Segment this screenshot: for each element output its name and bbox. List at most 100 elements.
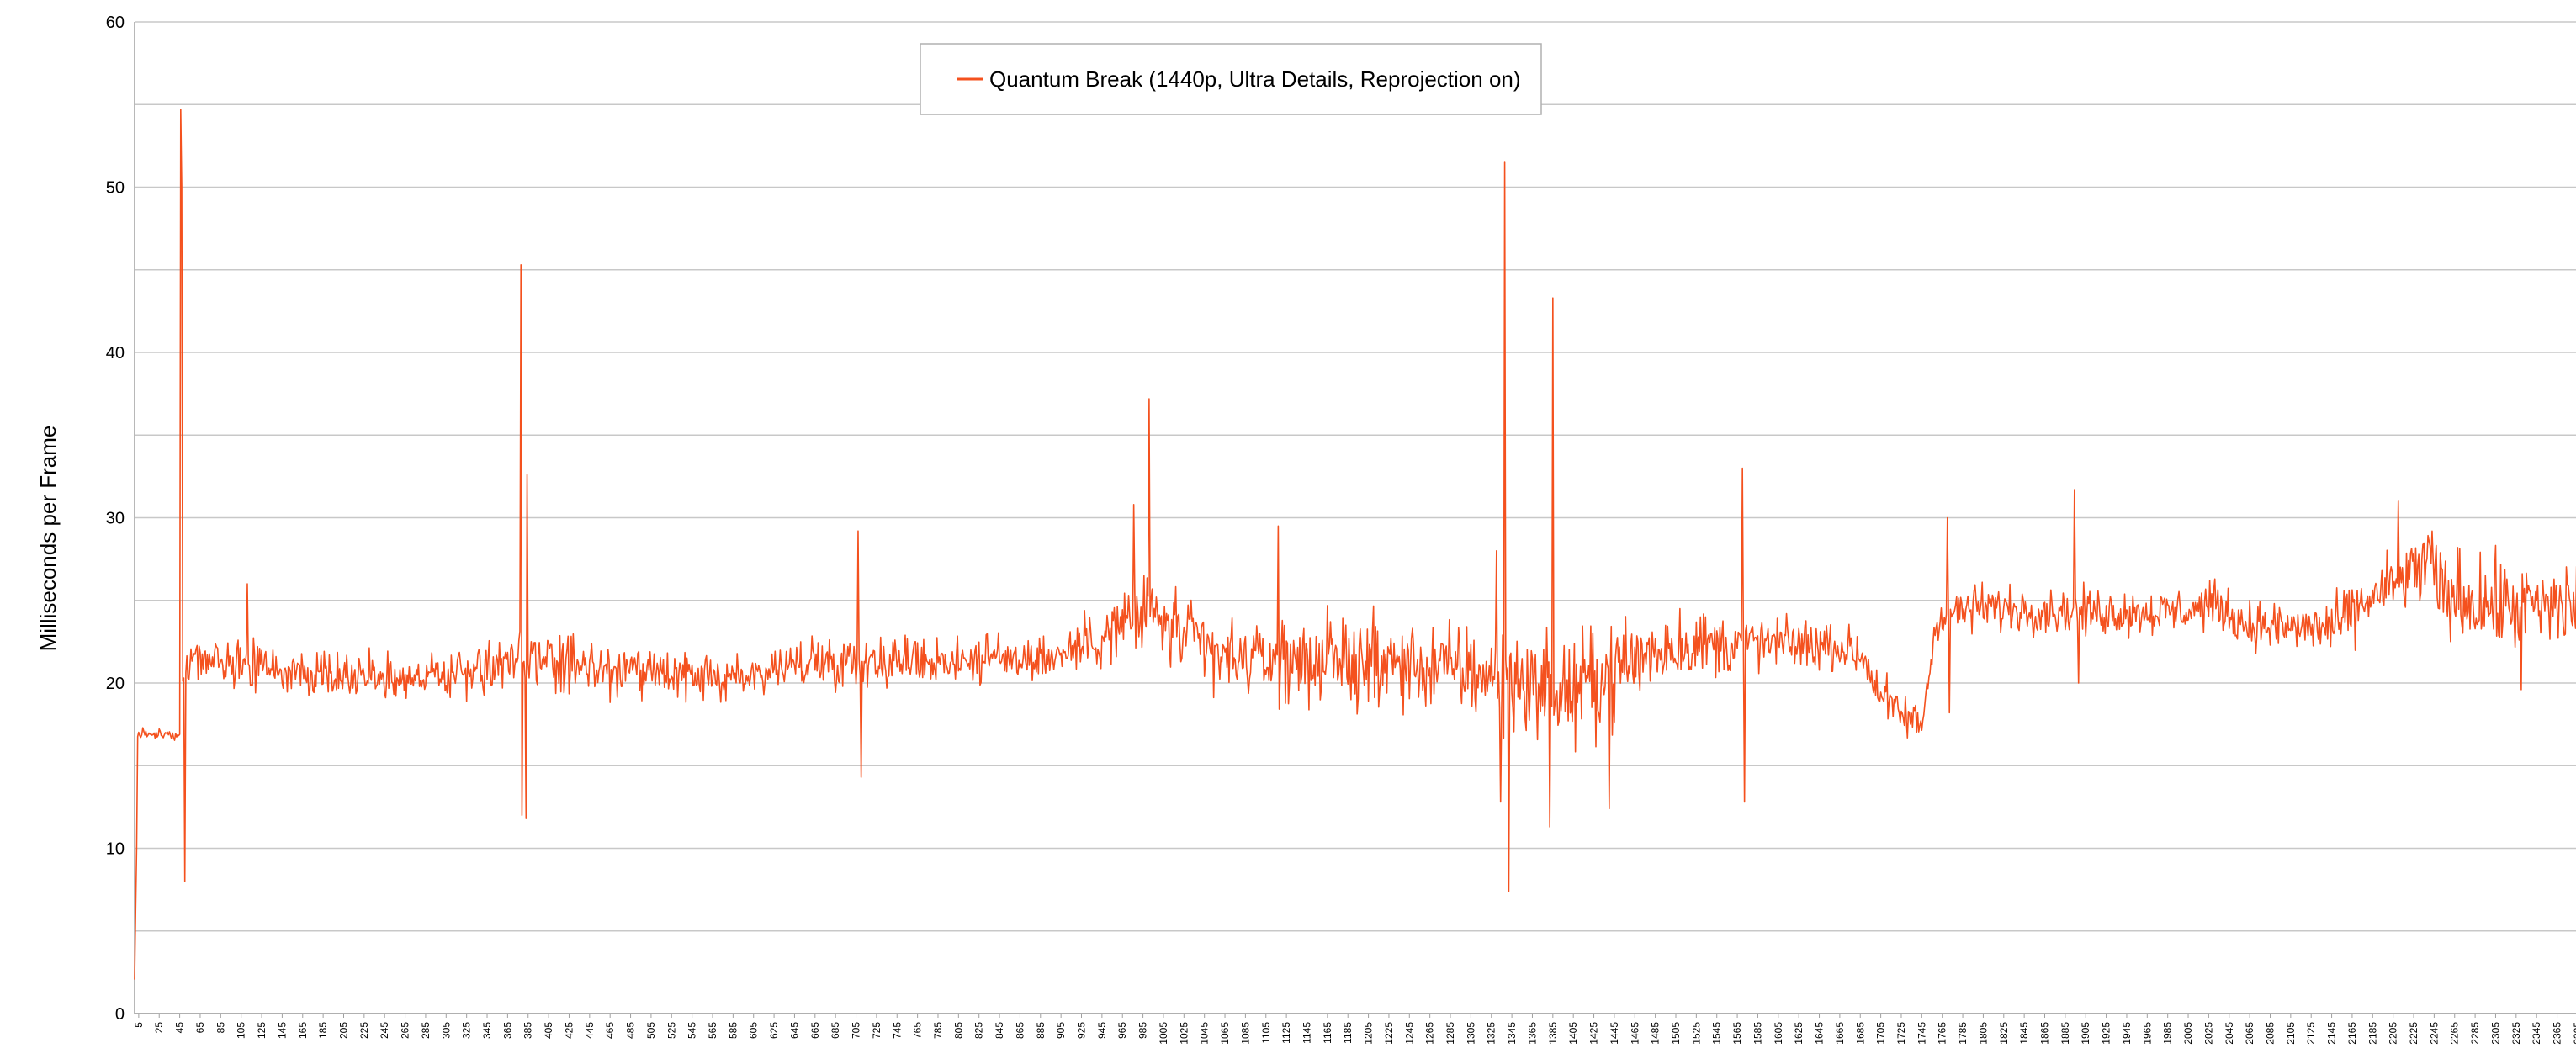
x-tick-label: 2305 — [2489, 1022, 2501, 1045]
x-tick-label: 1745 — [1916, 1022, 1927, 1045]
x-tick-label: 1905 — [2080, 1022, 2091, 1045]
x-tick-label: 285 — [420, 1022, 432, 1039]
x-tick-label: 1085 — [1239, 1022, 1251, 1045]
x-tick-label: 1325 — [1486, 1022, 1497, 1045]
y-tick-label: 10 — [106, 840, 125, 859]
x-tick-label: 605 — [748, 1022, 760, 1039]
gridlines — [135, 21, 2576, 1014]
x-tick-label: 1885 — [2059, 1022, 2071, 1045]
x-tick-label: 1165 — [1322, 1022, 1333, 1044]
x-tick-label: 825 — [973, 1022, 985, 1039]
x-tick-label: 1105 — [1260, 1022, 1272, 1044]
x-tick-label: 2345 — [2531, 1022, 2542, 1045]
x-tick-label: 2185 — [2367, 1022, 2378, 1045]
x-tick-label: 385 — [522, 1022, 534, 1039]
x-tick-label: 785 — [932, 1022, 944, 1039]
x-tick-label: 2165 — [2346, 1022, 2358, 1045]
x-tick-label: 1565 — [1731, 1022, 1743, 1045]
x-tick-label: 1645 — [1814, 1022, 1826, 1045]
legend: Quantum Break (1440p, Ultra Details, Rep… — [920, 43, 1542, 115]
x-tick-label: 2065 — [2244, 1022, 2255, 1045]
x-tick-label: 745 — [891, 1022, 903, 1039]
x-tick-label: 1285 — [1444, 1022, 1456, 1045]
x-tick-label: 1985 — [2162, 1022, 2174, 1045]
x-tick-label: 2245 — [2428, 1022, 2440, 1045]
x-tick-label: 145 — [276, 1022, 288, 1039]
x-tick-label: 865 — [1014, 1022, 1026, 1039]
x-tick-label: 205 — [337, 1022, 349, 1039]
x-tick-label: 1185 — [1342, 1022, 1354, 1044]
x-tick-label: 265 — [400, 1022, 411, 1039]
y-tick-label: 60 — [106, 13, 125, 32]
x-tick-label: 85 — [215, 1022, 226, 1034]
x-tick-label: 2325 — [2510, 1022, 2522, 1045]
x-tick-label: 1245 — [1403, 1022, 1415, 1045]
x-tick-label: 1685 — [1854, 1022, 1866, 1045]
x-tick-label: 2125 — [2305, 1022, 2317, 1045]
x-tick-label: 625 — [768, 1022, 780, 1039]
x-tick-label: 1385 — [1547, 1022, 1559, 1045]
x-tick-label: 65 — [194, 1022, 206, 1034]
x-tick-label: 2105 — [2285, 1022, 2297, 1045]
x-tick-label: 565 — [707, 1022, 718, 1039]
x-tick-label: 1125 — [1280, 1022, 1292, 1044]
x-tick-labels: 5 25 45 65 85 105 125 145 165 185 205 225 245 265 285 3… — [133, 1014, 2576, 1045]
x-tick-label: 1045 — [1199, 1022, 1211, 1045]
y-tick-label: 0 — [115, 1005, 125, 1024]
x-tick-label: 805 — [952, 1022, 964, 1039]
series-line — [134, 109, 2576, 980]
x-tick-label: 1505 — [1670, 1022, 1682, 1045]
x-tick-label: 685 — [830, 1022, 841, 1039]
x-tick-label: 1585 — [1752, 1022, 1763, 1045]
x-tick-label: 1205 — [1363, 1022, 1375, 1045]
x-tick-label: 2285 — [2469, 1022, 2481, 1045]
x-tick-label: 1345 — [1506, 1022, 1518, 1045]
x-tick-label: 545 — [686, 1022, 698, 1039]
y-tick-label: 20 — [106, 675, 125, 693]
x-tick-label: 665 — [809, 1022, 821, 1039]
x-tick-label: 45 — [174, 1022, 186, 1034]
axes — [134, 22, 2576, 1014]
x-tick-label: 445 — [584, 1022, 596, 1039]
legend-label: Quantum Break (1440p, Ultra Details, Rep… — [989, 66, 1521, 92]
x-tick-label: 505 — [645, 1022, 657, 1039]
x-tick-label: 1265 — [1424, 1022, 1436, 1045]
x-tick-label: 1725 — [1895, 1022, 1907, 1045]
y-tick-label: 30 — [106, 510, 125, 528]
x-tick-label: 2145 — [2326, 1022, 2338, 1045]
x-tick-label: 1525 — [1690, 1022, 1702, 1045]
y-axis-label: Milliseconds per Frame — [35, 426, 61, 652]
x-tick-label: 1805 — [1977, 1022, 1989, 1045]
x-tick-label: 1425 — [1588, 1022, 1600, 1045]
x-tick-label: 925 — [1076, 1022, 1088, 1039]
x-tick-label: 345 — [481, 1022, 493, 1039]
x-tick-label: 1925 — [2101, 1022, 2112, 1045]
x-tick-label: 885 — [1035, 1022, 1047, 1039]
x-tick-label: 2385 — [2572, 1022, 2576, 1045]
legend-box — [920, 43, 1542, 115]
x-tick-label: 725 — [871, 1022, 883, 1039]
x-tick-label: 905 — [1055, 1022, 1067, 1039]
x-tick-label: 245 — [379, 1022, 390, 1039]
x-tick-label: 1765 — [1937, 1022, 1948, 1045]
x-tick-label: 2085 — [2264, 1022, 2276, 1045]
x-tick-label: 5 — [133, 1022, 145, 1028]
x-tick-label: 945 — [1096, 1022, 1108, 1039]
x-tick-label: 465 — [604, 1022, 616, 1039]
x-tick-label: 105 — [236, 1022, 247, 1039]
x-tick-label: 1545 — [1711, 1022, 1723, 1045]
x-tick-label: 1845 — [2018, 1022, 2030, 1045]
x-tick-label: 305 — [440, 1022, 452, 1039]
y-tick-label: 40 — [106, 344, 125, 363]
x-tick-label: 645 — [788, 1022, 800, 1039]
x-tick-label: 485 — [625, 1022, 637, 1039]
x-tick-label: 2265 — [2449, 1022, 2461, 1045]
x-tick-label: 845 — [994, 1022, 1005, 1039]
x-tick-label: 1365 — [1526, 1022, 1538, 1045]
x-tick-label: 1485 — [1650, 1022, 1662, 1045]
x-tick-label: 585 — [727, 1022, 739, 1039]
x-tick-label: 405 — [543, 1022, 554, 1039]
x-tick-label: 2025 — [2202, 1022, 2214, 1045]
